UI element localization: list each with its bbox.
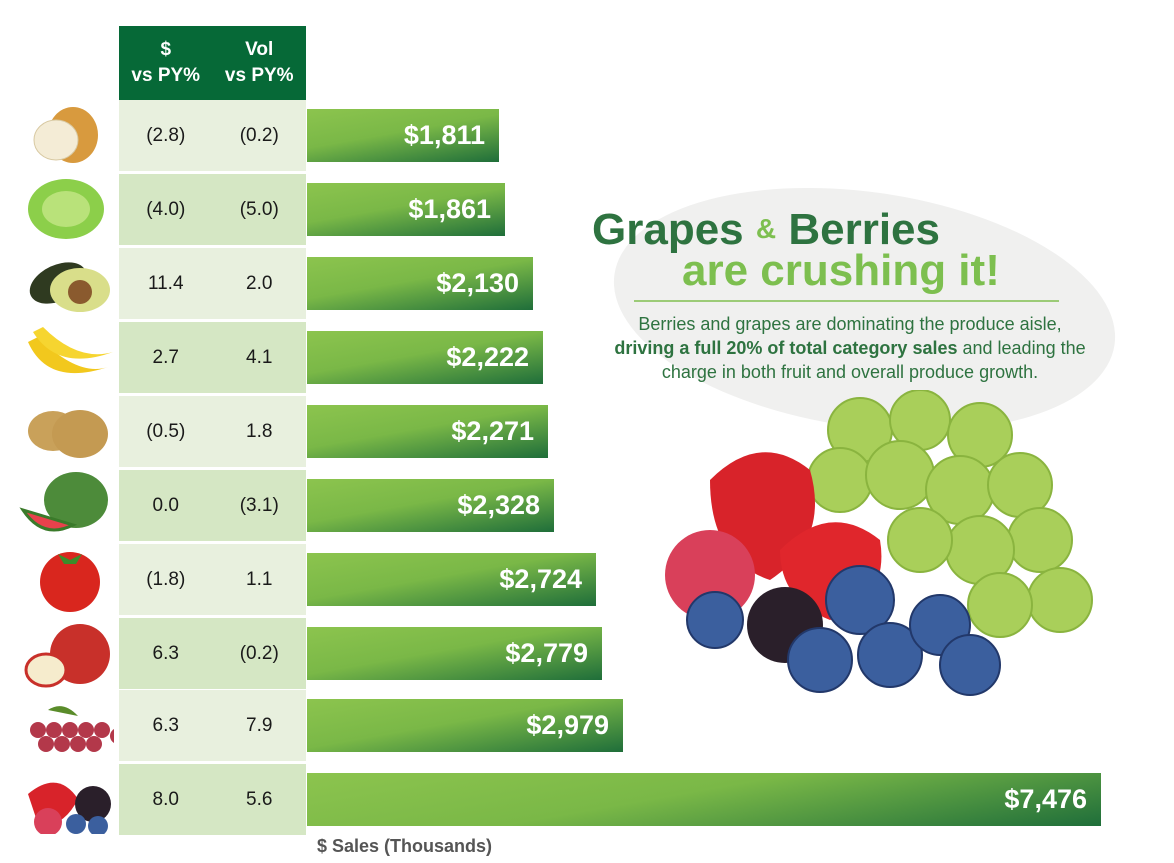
vol-vs-py-cell: (5.0) (239, 198, 279, 220)
header-vol-vs-py: Vol vs PY% (224, 39, 294, 86)
banana-icon (28, 327, 113, 374)
bar-tomato: $2,724 (307, 553, 596, 606)
grapes-icon (30, 706, 114, 752)
onion-icon (33, 107, 98, 163)
apple-icon (24, 624, 110, 688)
callout-body: Berries and grapes are dominating the pr… (600, 312, 1100, 384)
vol-vs-py-cell: 1.1 (246, 568, 273, 590)
bar-banana: $2,222 (307, 331, 543, 384)
callout-title: Grapes & Berries (592, 205, 940, 255)
table-row: (0.5) 1.8 (119, 396, 306, 467)
bar-value-label: $2,724 (499, 564, 582, 594)
bar-apple: $2,779 (307, 627, 602, 680)
table-header: $ vs PY% Vol vs PY% (119, 26, 306, 100)
bar-value-label: $2,328 (457, 490, 540, 520)
bar-value-label: $1,811 (403, 120, 485, 150)
dollar-vs-py-cell: 0.0 (152, 494, 179, 516)
header-dollar-vs-py: $ vs PY% (131, 39, 201, 86)
bar-potato: $2,271 (307, 405, 548, 458)
dollar-vs-py-cell: 8.0 (152, 788, 179, 810)
vol-vs-py-cell: 7.9 (246, 714, 273, 736)
body-text-1: Berries and grapes are dominating the pr… (638, 314, 1062, 334)
bar-value-label: $2,271 (451, 416, 534, 446)
watermelon-icon (19, 472, 108, 532)
table-row: (4.0) (5.0) (119, 174, 306, 245)
dollar-vs-py-cell: 6.3 (152, 714, 179, 736)
bar-value-label: $2,222 (446, 342, 529, 372)
vol-vs-py-cell: 5.6 (246, 788, 273, 810)
bar-value-label: $2,130 (436, 268, 519, 298)
divider (634, 300, 1059, 302)
table-row: 11.4 2.0 (119, 248, 306, 319)
table-row: 6.3 7.9 (119, 690, 306, 761)
dollar-vs-py-cell: (2.8) (146, 124, 186, 146)
table-row: (2.8) (0.2) (119, 100, 306, 171)
table-row: 0.0 (3.1) (119, 470, 306, 541)
table-row: (1.8) 1.1 (119, 544, 306, 615)
vol-vs-py-cell: 2.0 (246, 272, 273, 294)
tomato-icon (40, 552, 100, 612)
body-text-bold: driving a full 20% of total category sal… (614, 338, 958, 358)
bar-value-label: $2,779 (505, 638, 588, 668)
lettuce-icon (28, 179, 104, 239)
title-ampersand: & (755, 213, 777, 244)
vol-vs-py-cell: (0.2) (239, 642, 279, 664)
bar-value-label: $2,979 (526, 710, 609, 740)
dollar-vs-py-cell: (4.0) (146, 198, 186, 220)
vol-vs-py-cell: (3.1) (239, 494, 279, 516)
vol-vs-py-cell: (0.2) (239, 124, 279, 146)
dollar-vs-py-cell: (0.5) (146, 420, 186, 442)
table-row: 6.3 (0.2) (119, 618, 306, 689)
bar-grapes: $2,979 (307, 699, 623, 752)
vol-vs-py-cell: 1.8 (246, 420, 273, 442)
body-text-2: and leading the charge in both fruit and… (661, 338, 1086, 382)
bar-watermelon: $2,328 (307, 479, 554, 532)
bar-avocado: $2,130 (307, 257, 533, 310)
dollar-vs-py-cell: 11.4 (147, 272, 184, 294)
dollar-vs-py-cell: (1.8) (146, 568, 186, 590)
potato-icon (28, 410, 108, 458)
table-row: 8.0 5.6 (119, 764, 306, 835)
table-row: 2.7 4.1 (119, 322, 306, 393)
bar-value-label: $1,861 (408, 194, 491, 224)
dollar-vs-py-cell: 2.7 (152, 346, 179, 368)
callout-subtitle: are crushing it! (682, 246, 1000, 295)
berries-icon (28, 782, 111, 834)
title-berries: Berries (788, 205, 941, 254)
vol-vs-py-cell: 4.1 (246, 346, 273, 368)
bar-berries: $7,476 (307, 773, 1101, 826)
title-grapes: Grapes (592, 205, 744, 254)
bar-lettuce: $1,861 (307, 183, 505, 236)
berries-grapes-image (665, 390, 1093, 696)
x-axis-label: $ Sales (Thousands) (317, 836, 493, 856)
bar-value-label: $7,476 (1004, 784, 1087, 814)
bar-onion: $1,811 (307, 109, 499, 162)
dollar-vs-py-cell: 6.3 (152, 642, 179, 664)
avocado-icon (29, 262, 110, 312)
